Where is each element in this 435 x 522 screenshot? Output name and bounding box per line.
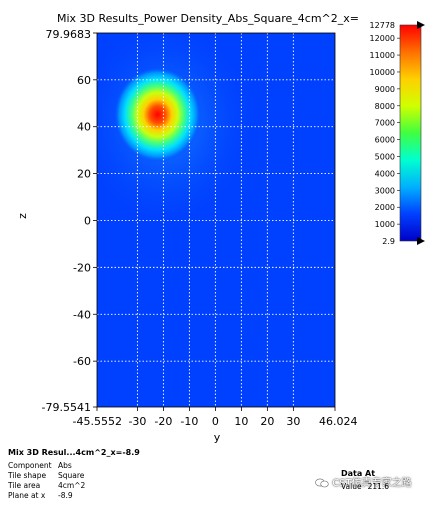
y-tick-label: 40 bbox=[77, 121, 91, 134]
colorbar-tick-label: 7000 bbox=[375, 119, 395, 128]
x-tick-label: -30 bbox=[128, 415, 146, 428]
y-tick-label: -60 bbox=[73, 355, 91, 368]
y-tick-label: 0 bbox=[84, 214, 91, 227]
colorbar-min-label: 2.9 bbox=[382, 237, 395, 246]
y-tick-label: -79.5541 bbox=[42, 401, 91, 414]
value-number: 211.6 bbox=[367, 482, 390, 491]
data-value-row: Value 211.6 bbox=[341, 482, 395, 491]
colorbar-max-label: 12778 bbox=[370, 21, 395, 30]
wechat-icon bbox=[315, 478, 329, 488]
colorbar-tick-label: 1000 bbox=[375, 220, 395, 229]
colorbar-tick-label: 6000 bbox=[375, 136, 395, 145]
y-tick-label: 60 bbox=[77, 74, 91, 87]
x-axis-label: y bbox=[214, 431, 221, 444]
value-label: Value bbox=[341, 482, 362, 491]
data-at-label: Data At bbox=[341, 469, 376, 478]
chart-title: Mix 3D Results_Power Density_Abs_Square_… bbox=[57, 12, 359, 25]
axes: -45.5552 -30 -20 -10 0 10 20 30 46.024 79.9683 60 4… bbox=[42, 28, 358, 428]
info-title: Mix 3D Resul...4cm^2_x=-8.9 bbox=[8, 448, 140, 457]
grid-lines bbox=[97, 33, 335, 407]
info-value: 4cm^2 bbox=[58, 481, 86, 490]
x-tick-label: -45.5552 bbox=[73, 415, 122, 428]
colorbar-tick-label: 12000 bbox=[370, 34, 395, 43]
x-tick-label: -20 bbox=[154, 415, 172, 428]
y-tick-label: 79.9683 bbox=[46, 28, 92, 41]
info-label: Tile shape bbox=[8, 471, 47, 480]
x-tick-label: 0 bbox=[212, 415, 219, 428]
colorbar-max-marker bbox=[417, 21, 425, 29]
x-tick-label: 10 bbox=[234, 415, 248, 428]
colorbar-tick-label: 10000 bbox=[370, 68, 395, 77]
colorbar-tick-label: 2000 bbox=[375, 203, 395, 212]
info-table: Component Abs Tile shape Square Tile are… bbox=[8, 461, 85, 501]
colorbar-min-marker bbox=[417, 237, 425, 245]
colorbar-bar bbox=[399, 24, 422, 242]
info-value: -8.9 bbox=[58, 491, 73, 500]
colorbar-tick-label: 3000 bbox=[375, 186, 395, 195]
info-label: Plane at x bbox=[8, 491, 46, 500]
colorbar-tick-label: 4000 bbox=[375, 169, 395, 178]
plot-area bbox=[97, 33, 335, 407]
y-tick-label: 20 bbox=[77, 168, 91, 181]
x-tick-label: 46.024 bbox=[319, 415, 358, 428]
x-tick-label: 30 bbox=[286, 415, 300, 428]
info-label: Component bbox=[8, 461, 52, 470]
watermark: CST仿真专家之路 bbox=[315, 474, 412, 489]
colorbar-tick-label: 11000 bbox=[370, 51, 395, 60]
colorbar-tick-label: 8000 bbox=[375, 102, 395, 111]
info-label: Tile area bbox=[8, 481, 41, 490]
y-tick-label: -40 bbox=[73, 308, 91, 321]
colorbar-tick-label: 5000 bbox=[375, 153, 395, 162]
hotspot bbox=[113, 66, 202, 163]
info-value: Square bbox=[58, 471, 85, 480]
colorbar-tick-label: 9000 bbox=[375, 85, 395, 94]
plot-frame bbox=[96, 32, 336, 408]
y-axis-label: z bbox=[16, 213, 29, 219]
x-tick-label: -10 bbox=[180, 415, 198, 428]
info-value: Abs bbox=[58, 461, 72, 470]
x-tick-label: 20 bbox=[260, 415, 274, 428]
colorbar: 12000 11000 10000 9000 8000 7000 6000 5000 4000 3… bbox=[370, 21, 425, 246]
watermark-text: CST仿真专家之路 bbox=[332, 478, 412, 489]
y-tick-label: -20 bbox=[73, 261, 91, 274]
